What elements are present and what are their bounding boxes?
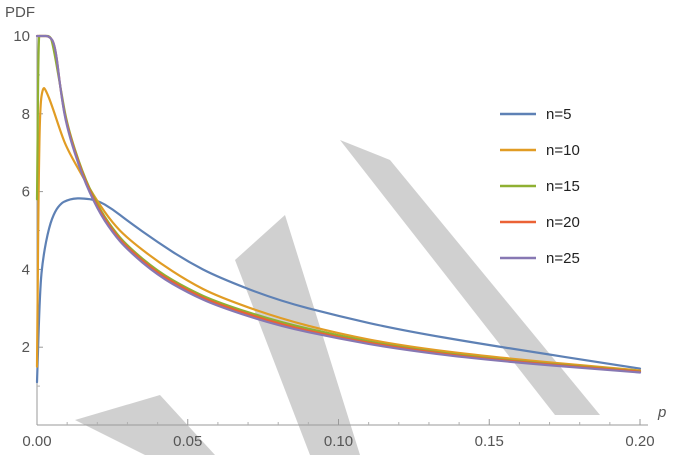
x-tick-label: 0.00 (22, 433, 51, 450)
legend-label: n=10 (546, 142, 580, 159)
legend-label: n=20 (546, 214, 580, 231)
series-line-n-25 (35, 34, 642, 374)
series-line-n-20 (35, 34, 642, 373)
x-axis-label: p (657, 404, 666, 421)
series-line-n-5 (35, 197, 642, 384)
x-tick-label: 0.05 (173, 433, 202, 450)
x-tick-label: 0.15 (475, 433, 504, 450)
axis-tick-labels: 0.00 0.05 0.10 0.15 0.20 2 4 6 8 10 (13, 28, 654, 450)
legend-label: n=25 (546, 250, 580, 267)
series-line-n-15 (35, 34, 642, 373)
legend: n=5 n=10 n=15 n=20 n=25 (500, 106, 580, 267)
y-tick-label: 10 (13, 28, 30, 45)
series-lines (35, 34, 642, 384)
y-axis-label: PDF (5, 4, 35, 21)
legend-label: n=5 (546, 106, 571, 123)
watermark-stroke-middle (235, 215, 360, 455)
x-tick-label: 0.10 (324, 433, 353, 450)
y-tick-label: 2 (22, 339, 30, 356)
y-tick-label: 8 (22, 106, 30, 123)
series-line-n-10 (35, 87, 642, 372)
legend-label: n=15 (546, 178, 580, 195)
watermark-stroke-right (340, 140, 600, 415)
x-tick-label: 0.20 (625, 433, 654, 450)
y-tick-label: 6 (22, 184, 30, 201)
y-tick-label: 4 (22, 261, 30, 278)
